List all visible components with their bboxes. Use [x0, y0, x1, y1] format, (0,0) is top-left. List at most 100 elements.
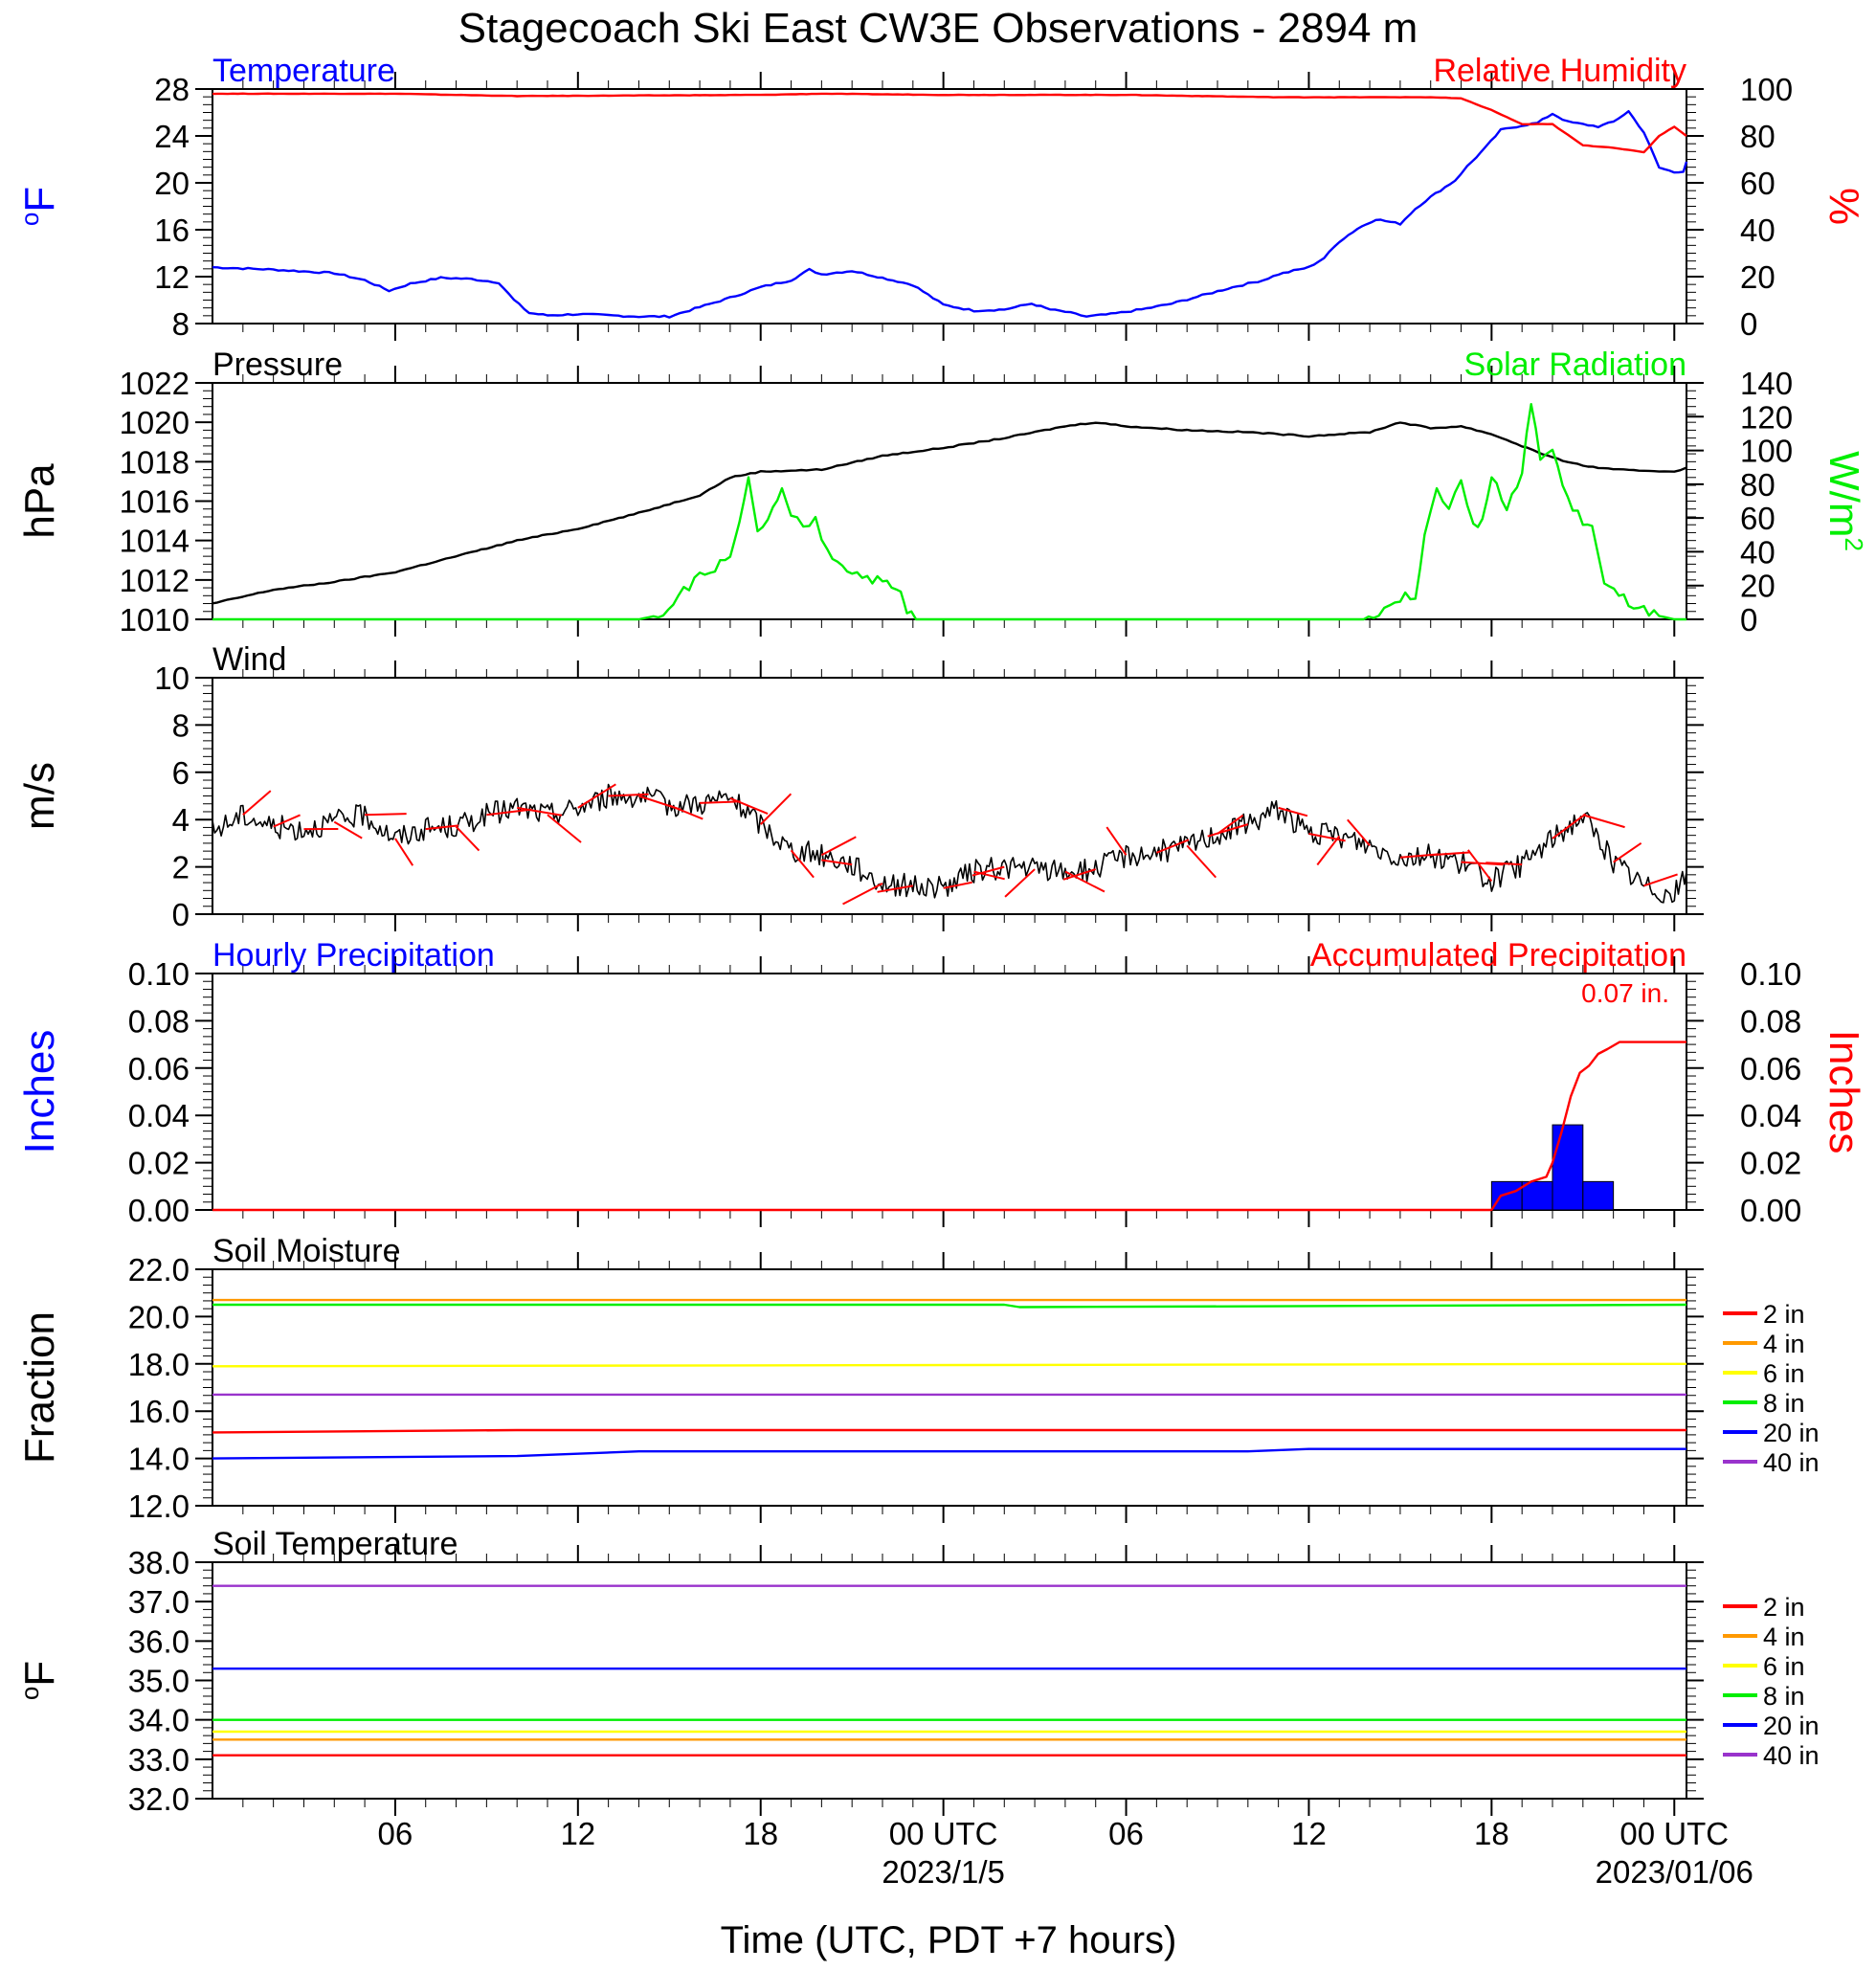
y-tick-label: 0.10 — [128, 956, 190, 992]
wind-barb — [1582, 814, 1625, 829]
wind-barb — [668, 804, 704, 820]
y-right-tick-label: 0.06 — [1740, 1051, 1801, 1086]
y-tick-label: 0.00 — [128, 1193, 190, 1228]
y-tick-label: 0.02 — [128, 1146, 190, 1181]
y-tick-label: 0.08 — [128, 1003, 190, 1039]
y-right-tick-label: 0.02 — [1740, 1146, 1801, 1181]
y-tick-label: 24 — [154, 119, 190, 154]
y-tick-label: 38.0 — [128, 1545, 190, 1580]
y-tick-label: 0.04 — [128, 1098, 190, 1133]
y-right-tick-label: 80 — [1740, 119, 1776, 154]
y-axis-label: Inches — [16, 1030, 63, 1154]
panel-left-title: Soil Moisture — [212, 1233, 401, 1269]
chart-title: Stagecoach Ski East CW3E Observations - … — [458, 5, 1418, 52]
wind-barb — [365, 813, 407, 817]
x-axis-label: Time (UTC, PDT +7 hours) — [721, 1919, 1177, 1961]
x-tick-label: 12 — [560, 1816, 595, 1851]
x-tick-label: 00 UTC — [889, 1816, 998, 1851]
y-right-tick-label: 120 — [1740, 399, 1793, 435]
y-right-tick-label: 60 — [1740, 501, 1776, 536]
precip-bar — [1490, 1180, 1523, 1211]
wind-barb — [821, 859, 853, 866]
wind-barb — [1062, 868, 1097, 881]
y-right-tick-label: 100 — [1740, 72, 1793, 107]
wind-barb — [1186, 844, 1217, 879]
wind-barb — [842, 883, 883, 906]
y-tick-label: 10 — [154, 660, 190, 696]
wind-barb — [333, 820, 363, 839]
series-line — [212, 1362, 1687, 1368]
wind-barb — [1485, 862, 1523, 866]
y-axis-label: m/s — [16, 762, 63, 830]
y-tick-label: 16 — [154, 213, 190, 248]
y-tick-label: 6 — [172, 755, 190, 791]
y-right-tick-label: 100 — [1740, 434, 1793, 469]
y-axis-label: oF — [15, 1661, 63, 1700]
panel-right-title: Accumulated Precipitation — [1310, 937, 1686, 974]
y-tick-label: 1018 — [120, 444, 190, 480]
wind-barb — [1106, 826, 1128, 856]
y-tick-label: 18.0 — [128, 1347, 190, 1382]
x-tick-label: 18 — [1474, 1816, 1509, 1851]
precip-bar — [1582, 1180, 1615, 1211]
wind-barb — [608, 793, 649, 797]
wind-barb — [1613, 841, 1642, 863]
wind-barb — [1207, 823, 1249, 838]
wind-barb — [577, 783, 616, 809]
x-date-label: 2023/01/06 — [1596, 1854, 1753, 1890]
x-tick-label: 00 UTC — [1619, 1816, 1729, 1851]
legend-label: 4 in — [1763, 1623, 1805, 1651]
wind-barb — [1643, 873, 1678, 887]
precip-bar — [1552, 1124, 1584, 1211]
wind-barb — [1004, 868, 1036, 898]
y-right-tick-label: 0.10 — [1740, 956, 1801, 992]
legend-label: 20 in — [1763, 1712, 1820, 1740]
y-tick-label: 1016 — [120, 484, 190, 520]
wind-barb — [820, 836, 857, 857]
panel-left-title: Pressure — [212, 347, 343, 383]
y-tick-label: 1020 — [120, 405, 190, 440]
y-axis-label: Fraction — [16, 1311, 63, 1464]
y-right-tick-label: 0.00 — [1740, 1193, 1801, 1228]
legend-label: 40 in — [1763, 1741, 1820, 1770]
wind-barb — [790, 849, 815, 879]
wind-barb — [517, 806, 563, 817]
wind-barb — [877, 884, 913, 893]
legend-label: 40 in — [1763, 1448, 1820, 1477]
wind-barb — [943, 881, 972, 889]
y-tick-label: 8 — [172, 306, 190, 342]
wind-barb — [455, 825, 480, 852]
panel-pressure-solar: 1010 1012 1014 1016 1018 1020 1022 020406080100… — [16, 347, 1868, 638]
y-tick-label: 33.0 — [128, 1742, 190, 1778]
legend-label: 6 in — [1763, 1652, 1805, 1681]
y-tick-label: 35.0 — [128, 1664, 190, 1699]
y-tick-label: 34.0 — [128, 1703, 190, 1738]
wind-barb — [425, 824, 459, 831]
panel-left-title: Temperature — [212, 53, 395, 89]
y-tick-label: 1022 — [120, 366, 190, 401]
y-tick-label: 20.0 — [128, 1299, 190, 1334]
panel-precip: 0.00 0.02 0.04 0.06 0.08 0.10 0.00 0.02 0.04 0.06… — [16, 937, 1867, 1228]
series-line — [212, 1303, 1687, 1309]
y-tick-label: 28 — [154, 72, 190, 107]
wind-barb — [1430, 851, 1470, 857]
y-right-tick-label: 20 — [1740, 569, 1776, 604]
y-tick-label: 0 — [172, 897, 190, 932]
series-line — [212, 403, 1686, 621]
y-tick-label: 20 — [154, 166, 190, 201]
panel-soil-temperature: 32.033.0 34.0 35.0 36.037.0 38.0 Soil Tempera… — [15, 1526, 1820, 1817]
y-tick-label: 12 — [154, 259, 190, 295]
x-tick-label: 06 — [378, 1816, 413, 1851]
y-axis-label-right: % — [1820, 188, 1867, 225]
y-tick-label: 16.0 — [128, 1394, 190, 1429]
wind-barb — [1347, 818, 1371, 847]
wind-barb — [1155, 839, 1190, 854]
y-tick-label: 1012 — [120, 563, 190, 598]
legend-label: 8 in — [1763, 1682, 1805, 1711]
y-tick-label: 36.0 — [128, 1623, 190, 1659]
wind-barb — [1316, 835, 1341, 866]
legend-label: 6 in — [1763, 1359, 1805, 1388]
legend-label: 8 in — [1763, 1389, 1805, 1418]
y-tick-label: 8 — [172, 707, 190, 743]
